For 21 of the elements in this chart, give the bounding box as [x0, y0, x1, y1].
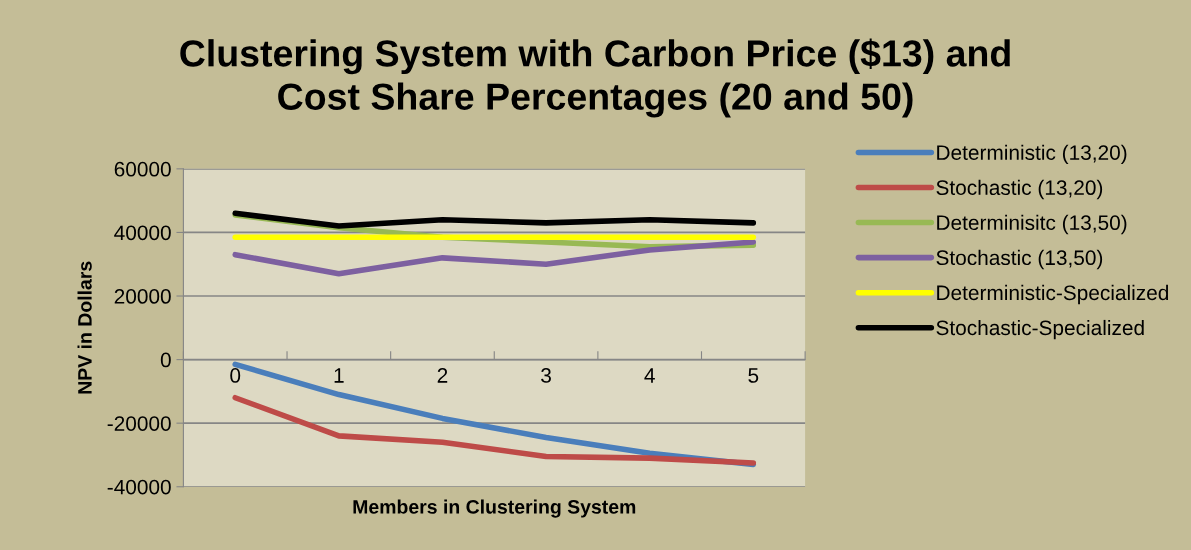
- legend-label: Deterministic-Specialized: [937, 284, 1169, 305]
- legend-label: Stochastic (13,50): [936, 249, 1103, 270]
- legend-label: Determinisitc (13,50): [937, 214, 1127, 235]
- chart-title: Clustering System with Carbon Price ($13) and Cost Share Percentages (20 and 50): [180, 38, 1010, 118]
- x-axis-title: Members in Clustering System: [353, 499, 636, 518]
- x-tick-label: 2: [437, 368, 448, 383]
- x-tick-label: 4: [644, 368, 655, 383]
- y-tick-label: 60000: [114, 161, 171, 177]
- legend-label: Deterministic (13,20): [937, 144, 1127, 165]
- x-tick-label: 3: [541, 368, 551, 383]
- y-tick-label: 40000: [114, 225, 171, 241]
- y-tick-label: -20000: [107, 416, 171, 431]
- y-tick-label: 0: [160, 352, 171, 368]
- legend-label: Stochastic-Specialized: [936, 319, 1144, 340]
- x-tick-label: 5: [748, 368, 759, 383]
- x-tick-label: 1: [334, 368, 344, 383]
- y-tick-label: -40000: [107, 479, 171, 495]
- legend-label: Stochastic (13,20): [936, 179, 1103, 200]
- y-tick-label: 20000: [114, 289, 171, 304]
- x-tick-label: 0: [230, 368, 241, 383]
- y-axis-title: NPV in Dollars: [77, 261, 92, 394]
